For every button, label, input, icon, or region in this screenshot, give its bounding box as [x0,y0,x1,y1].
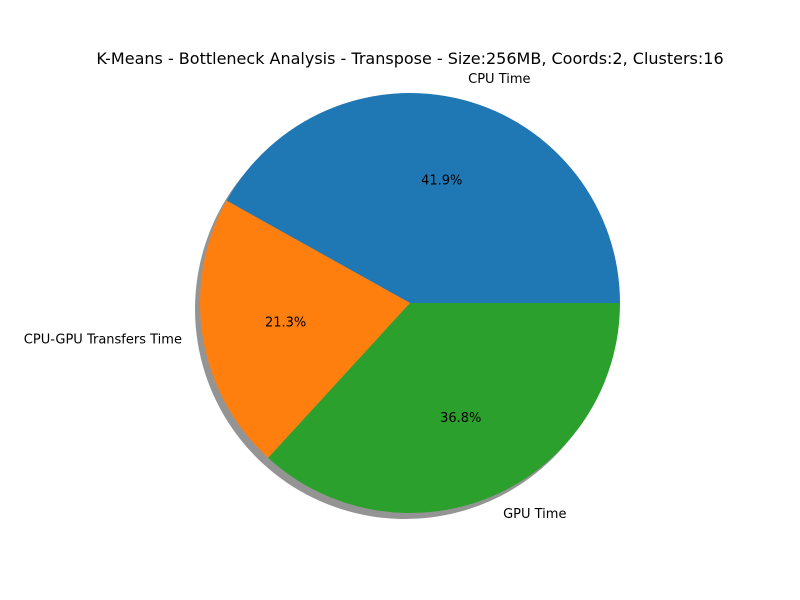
slice-label-cpu-time: CPU Time [468,72,530,87]
pie-slices [199,92,621,514]
pie-slice-cpu-gpu-transfers-time [199,200,410,458]
pie-slice-gpu-time [268,303,620,514]
slice-label-gpu-time: GPU Time [503,507,566,522]
slice-percent-cpu-time: 41.9% [421,174,462,189]
chart-title: K-Means - Bottleneck Analysis - Transpos… [96,49,723,68]
slice-percent-gpu-time: 36.8% [440,411,481,426]
pie-labels: CPU Time 41.9% CPU-GPU Transfers Time 21.3%… [24,72,567,522]
slice-label-cpu-gpu-transfers-time: CPU-GPU Transfers Time [24,332,182,347]
pie-slice-cpu-time [226,92,621,304]
slice-percent-cpu-gpu-transfers-time: 21.3% [265,316,306,331]
